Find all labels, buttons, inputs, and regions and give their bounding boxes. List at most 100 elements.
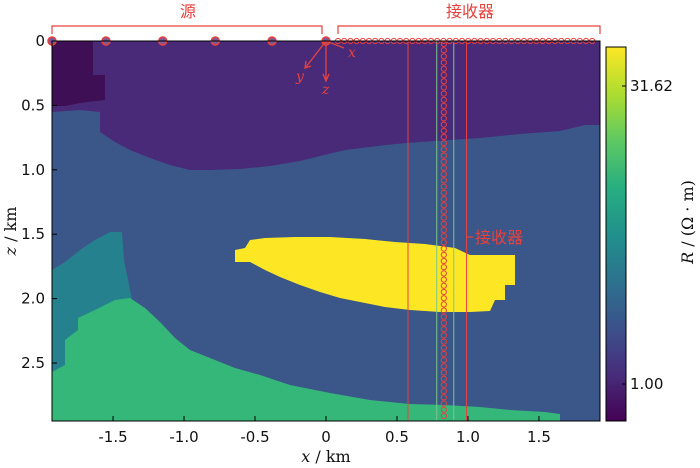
region-upper-layer <box>52 41 600 170</box>
receiver-marker <box>440 257 447 265</box>
source-label: 源 <box>180 2 196 21</box>
receiver-marker <box>440 84 447 91</box>
receiver-marker <box>440 71 447 79</box>
receiver-marker <box>440 115 447 122</box>
plot-area <box>52 41 600 421</box>
receiver-marker <box>440 152 447 159</box>
colorbar-tick-label: 31.62 <box>630 77 673 95</box>
source-bracket <box>51 25 323 34</box>
colorbar-tick-label: 1.00 <box>630 375 663 393</box>
receiver-marker <box>440 406 447 413</box>
receiver-marker <box>440 326 447 333</box>
receiver-marker <box>440 171 447 178</box>
y-tick-label: 1.5 <box>21 225 45 243</box>
receiver-marker <box>440 140 447 147</box>
receiver-marker <box>440 59 447 66</box>
receiver-marker <box>440 127 447 134</box>
receiver-marker <box>440 276 447 283</box>
receiver-marker <box>440 369 447 376</box>
receiver-marker <box>440 288 447 296</box>
colorbar-bar <box>605 46 627 422</box>
y-tick-label: 0 <box>35 32 45 50</box>
receiver-marker <box>440 177 447 184</box>
region-top-left-darkest <box>52 41 105 106</box>
colorbar: 31.62 1.00 R / (Ω · m) <box>605 46 697 422</box>
y-direction-arrow <box>305 40 327 68</box>
x-tick-label: -1.0 <box>169 428 198 446</box>
receiver-marker <box>440 47 447 54</box>
receiver-marker <box>440 121 447 128</box>
receiver-marker <box>440 158 447 165</box>
receiver-marker <box>440 220 447 227</box>
x-tick-label: -1.5 <box>98 428 127 446</box>
receiver-marker <box>440 133 447 141</box>
receiver-marker <box>440 375 447 382</box>
receiver-marker <box>440 295 447 302</box>
receiver-marker <box>440 233 447 240</box>
annotation-overlay: 源接收器xyz接收器 <box>47 2 601 421</box>
receiver-marker <box>440 350 447 358</box>
receiver-marker <box>440 102 447 110</box>
receiver-marker <box>440 363 447 370</box>
x-direction-arrow <box>325 40 345 49</box>
y-tick-label: 2.5 <box>21 354 45 372</box>
region-high-resistivity-body <box>235 237 515 312</box>
axes: -1.5 -1.0 -0.5 0 0.5 1.0 1.5 0 0.5 1.0 1.5 2.0 2.5 x … <box>1 32 601 466</box>
receiver-label: 接收器 <box>446 2 494 21</box>
z-arrowhead <box>322 73 330 83</box>
receiver-marker <box>440 251 447 258</box>
x-axis-label: x / km <box>301 447 350 466</box>
x-tick-label: 1.5 <box>527 428 551 446</box>
receiver-marker <box>440 226 447 234</box>
receiver-marker <box>440 264 447 271</box>
receiver-marker <box>440 282 447 289</box>
receiver-marker <box>440 208 447 215</box>
x-tick-label: 1.0 <box>456 428 480 446</box>
receiver-marker <box>440 332 447 339</box>
receiver-marker <box>440 90 447 97</box>
receiver-marker <box>440 313 447 320</box>
receiver-marker <box>440 65 447 72</box>
y-axis-indicator-label: y <box>295 69 305 85</box>
receiver-marker <box>440 381 447 389</box>
receiver-annotation: 接收器 <box>475 228 523 247</box>
z-axis-indicator-label: z <box>321 82 330 98</box>
receiver-marker <box>440 195 447 203</box>
receiver-marker <box>440 109 447 116</box>
receiver-marker <box>440 412 447 420</box>
y-tick-label: 1.0 <box>21 161 45 179</box>
receiver-marker <box>440 96 447 103</box>
receiver-marker <box>440 301 447 308</box>
receiver-marker <box>440 307 447 314</box>
receiver-marker <box>440 400 447 407</box>
region-green-base <box>52 298 560 421</box>
y-tick-label: 2.0 <box>21 290 45 308</box>
receiver-marker <box>440 270 447 277</box>
receiver-marker <box>440 344 447 351</box>
y-axis-label: z / km <box>1 207 20 257</box>
receiver-marker <box>440 189 447 196</box>
receiver-marker <box>440 214 447 221</box>
x-tick-label: -0.5 <box>240 428 269 446</box>
x-axis-indicator-label: x <box>348 45 356 61</box>
receiver-marker <box>440 78 447 85</box>
receiver-marker <box>440 394 447 401</box>
receiver-bracket <box>337 25 601 34</box>
receiver-marker <box>440 319 447 327</box>
receiver-marker <box>440 53 447 60</box>
colorbar-label: R / (Ω · m) <box>678 180 697 265</box>
x-tick-label: 0.5 <box>385 428 409 446</box>
receiver-marker <box>440 357 447 364</box>
receiver-marker <box>440 245 447 252</box>
x-tick-label: 0 <box>321 428 331 446</box>
y-tick-label: 0.5 <box>21 96 45 114</box>
receiver-marker <box>440 239 447 246</box>
y-arrowhead <box>304 60 312 69</box>
receiver-marker <box>440 202 447 209</box>
receiver-marker <box>440 338 447 345</box>
receiver-marker <box>440 146 447 153</box>
receiver-marker <box>440 164 447 172</box>
receiver-marker <box>440 183 447 190</box>
receiver-marker <box>440 388 447 395</box>
